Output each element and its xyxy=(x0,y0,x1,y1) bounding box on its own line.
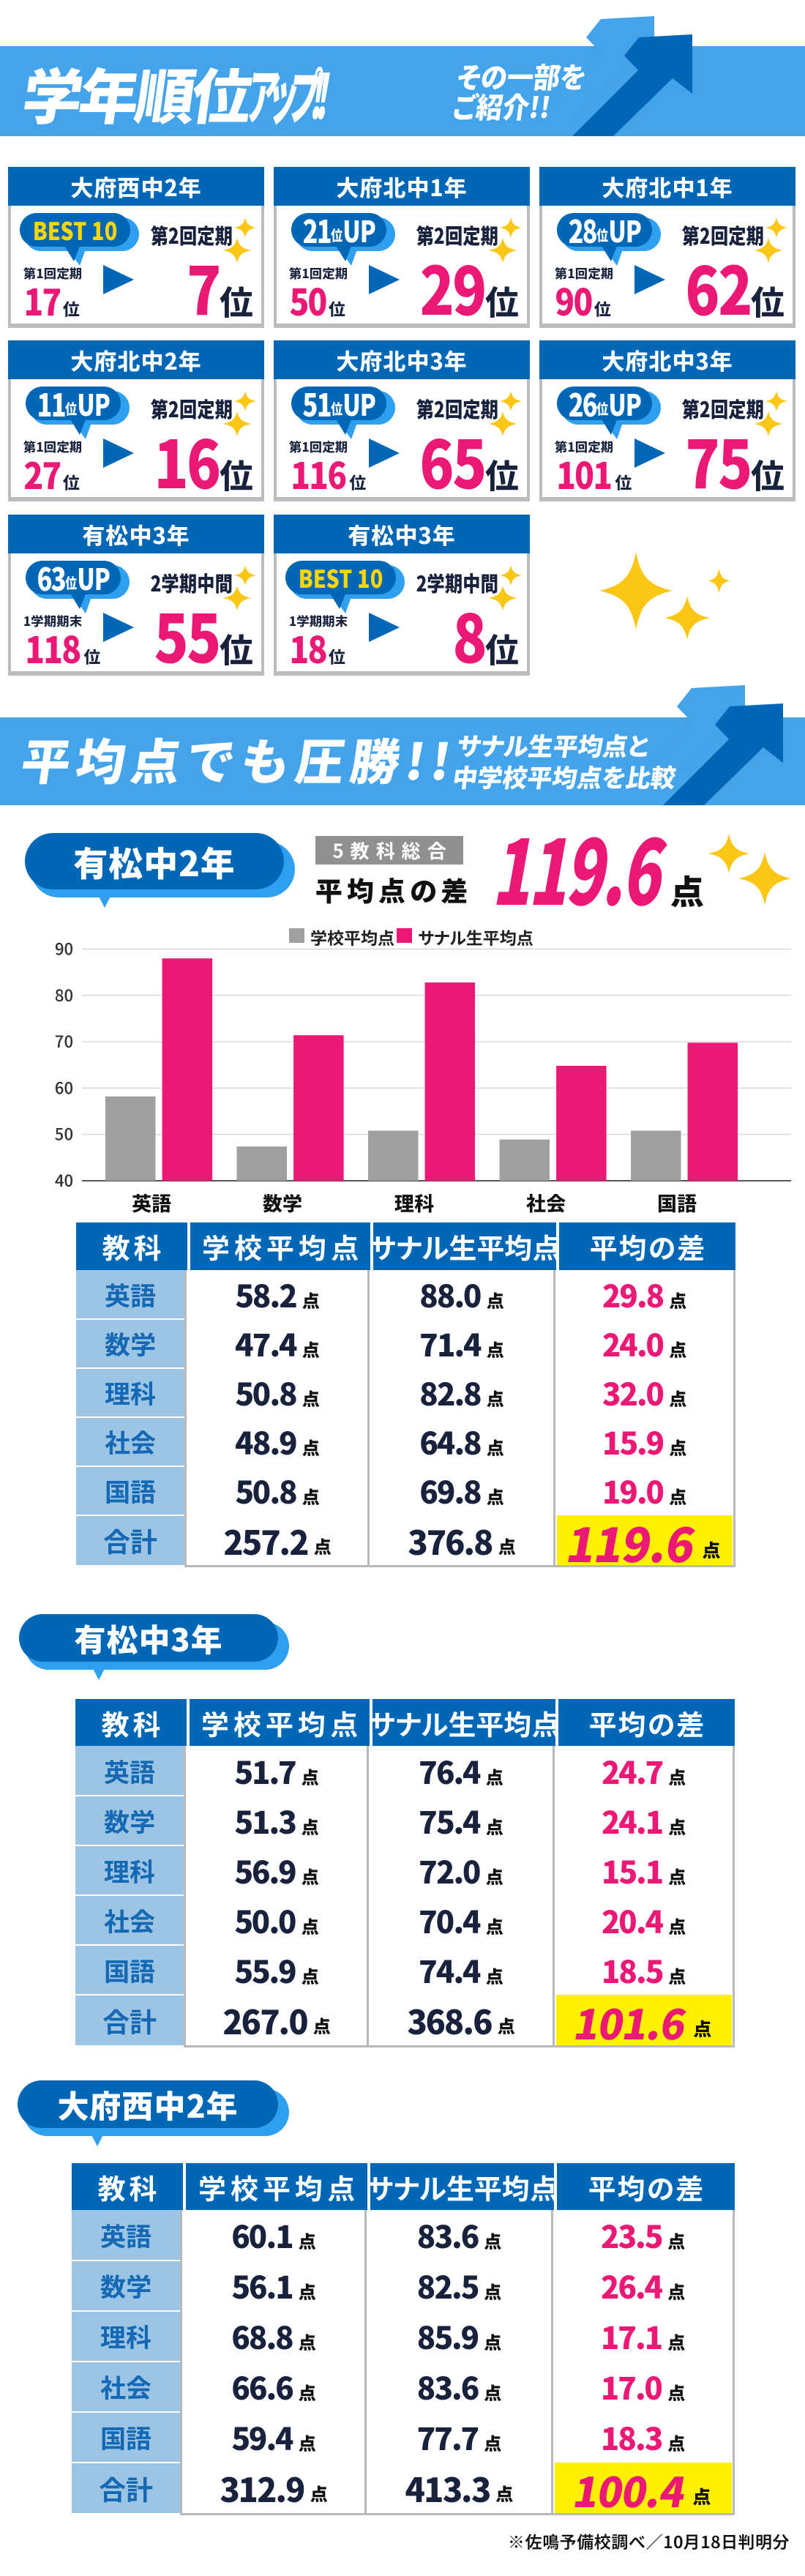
svg-text:90: 90 xyxy=(55,937,73,960)
svg-text:80: 80 xyxy=(55,983,73,1007)
svg-text:40: 40 xyxy=(55,1168,73,1192)
svg-text:数学: 数学 xyxy=(263,1188,302,1217)
svg-text:英語: 英語 xyxy=(132,1188,171,1217)
svg-text:70: 70 xyxy=(55,1029,73,1053)
svg-text:60: 60 xyxy=(55,1075,73,1099)
svg-text:国語: 国語 xyxy=(657,1188,697,1217)
svg-text:50: 50 xyxy=(55,1122,73,1146)
svg-text:社会: 社会 xyxy=(526,1188,566,1217)
svg-text:理科: 理科 xyxy=(394,1188,434,1217)
